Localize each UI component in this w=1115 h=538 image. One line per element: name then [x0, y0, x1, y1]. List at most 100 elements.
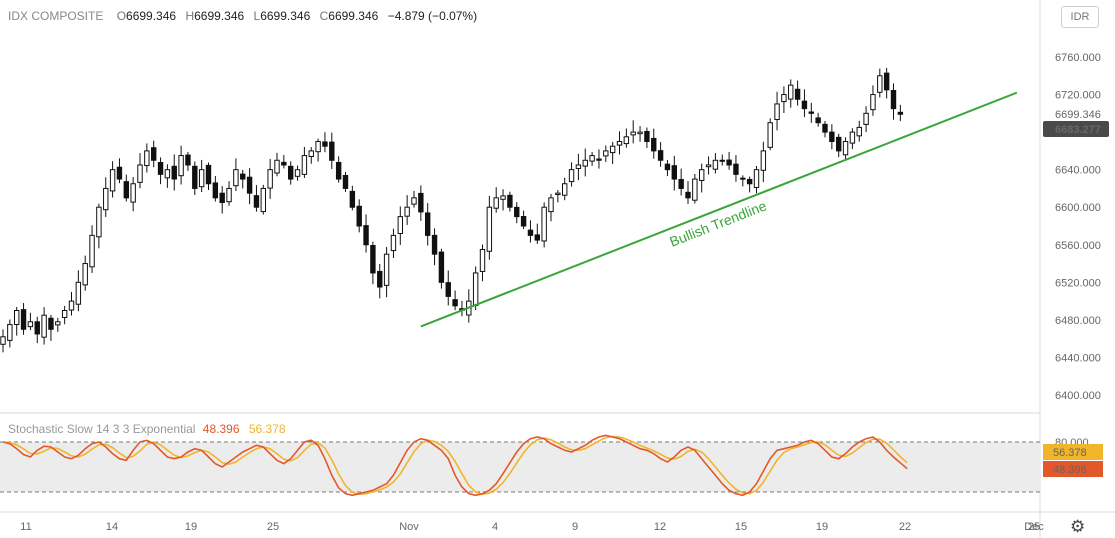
candle [383, 247, 390, 298]
candle-body [507, 194, 513, 208]
stochastic-legend: Stochastic Slow 14 3 3 Exponential 48.39… [8, 422, 286, 436]
price-tick-label: 6560.000 [1055, 240, 1101, 252]
candle [692, 173, 698, 204]
candle [781, 86, 787, 113]
candle [431, 228, 438, 266]
candle-body [123, 181, 129, 199]
candle [774, 91, 780, 131]
stochastic-d-tag-label: 56.378 [1053, 447, 1087, 459]
price-tick-label: 6440.000 [1055, 352, 1101, 364]
candle [719, 154, 725, 166]
candle-body [630, 131, 636, 136]
candle-body [794, 88, 801, 100]
candle [34, 316, 40, 344]
candle [753, 166, 760, 194]
candle-body [726, 159, 732, 166]
candle [664, 160, 671, 177]
stochastic-k-tag-label: 48.396 [1053, 464, 1087, 476]
candle-body [103, 187, 109, 211]
candle [418, 185, 424, 221]
candle-body [644, 130, 650, 143]
candle [637, 126, 643, 142]
candle-body [705, 164, 712, 168]
candle [678, 168, 684, 196]
candle [870, 85, 876, 116]
time-tick-label: 25 [1028, 521, 1040, 533]
candle [746, 176, 753, 193]
open-value: 6699.346 [126, 9, 177, 23]
candle-body [144, 150, 150, 167]
candle [582, 148, 588, 177]
candle-body [322, 141, 328, 147]
candle [226, 181, 232, 206]
candle [151, 140, 157, 168]
candle-body [555, 192, 561, 196]
stochastic-d-tag [1043, 444, 1103, 460]
candle [397, 206, 404, 245]
candle-body [808, 111, 814, 114]
time-tick-label: 22 [899, 521, 911, 533]
stochastic-k-line [2, 434, 908, 497]
candle [466, 289, 472, 323]
close-label: C [319, 9, 329, 23]
candle [842, 137, 849, 160]
candle-body [452, 299, 458, 307]
candle-body [116, 166, 123, 180]
candle [0, 329, 6, 353]
candle-body [55, 321, 61, 326]
candle [877, 68, 883, 98]
candle-body [856, 126, 862, 137]
candle-body [822, 123, 828, 133]
candle [685, 181, 691, 204]
time-tick-label: Nov [399, 521, 419, 533]
candle [575, 153, 582, 181]
candle-body [82, 263, 88, 286]
candle [568, 162, 575, 187]
candle-body [349, 190, 356, 208]
candle-body [801, 100, 808, 110]
candle [863, 106, 869, 133]
candle [760, 141, 767, 183]
candle-body [363, 225, 369, 246]
candle [253, 185, 260, 212]
candle [192, 161, 198, 195]
candle [123, 174, 129, 202]
candle [41, 307, 47, 345]
candle [233, 158, 239, 191]
candle [212, 175, 219, 202]
candle-body [671, 165, 677, 180]
candle [240, 169, 246, 189]
candle-body [397, 216, 404, 234]
price-tag-label: 6683.277 [1055, 124, 1101, 136]
candle-body [0, 336, 6, 345]
candle-body [109, 169, 116, 192]
candle [788, 79, 794, 108]
time-tick-label: 25 [267, 521, 279, 533]
open-label: O [116, 9, 127, 23]
candle-body [500, 195, 506, 200]
candle-body [89, 234, 95, 268]
candle-body [198, 169, 205, 188]
candle [130, 177, 136, 212]
currency-button[interactable]: IDR [1061, 6, 1099, 28]
candle-body [274, 159, 280, 174]
candle [883, 67, 890, 99]
candle [514, 202, 520, 224]
settings-gear-icon[interactable]: ⚙ [1070, 517, 1086, 536]
time-tick-label: 11 [20, 521, 31, 533]
candle-body [178, 155, 184, 177]
candle-body [212, 182, 219, 199]
candle-body [609, 145, 616, 154]
candle [630, 120, 636, 144]
candle-body [712, 159, 719, 170]
candle-body [96, 206, 102, 238]
candle-body [651, 137, 657, 152]
candle [390, 228, 397, 259]
close-value: 6699.346 [328, 9, 379, 23]
candle-body [431, 234, 438, 255]
candle-body [41, 314, 47, 338]
candle [322, 132, 328, 153]
candle [315, 138, 321, 162]
candle-body [548, 197, 554, 213]
symbol-name: IDX COMPOSITE [8, 9, 104, 23]
